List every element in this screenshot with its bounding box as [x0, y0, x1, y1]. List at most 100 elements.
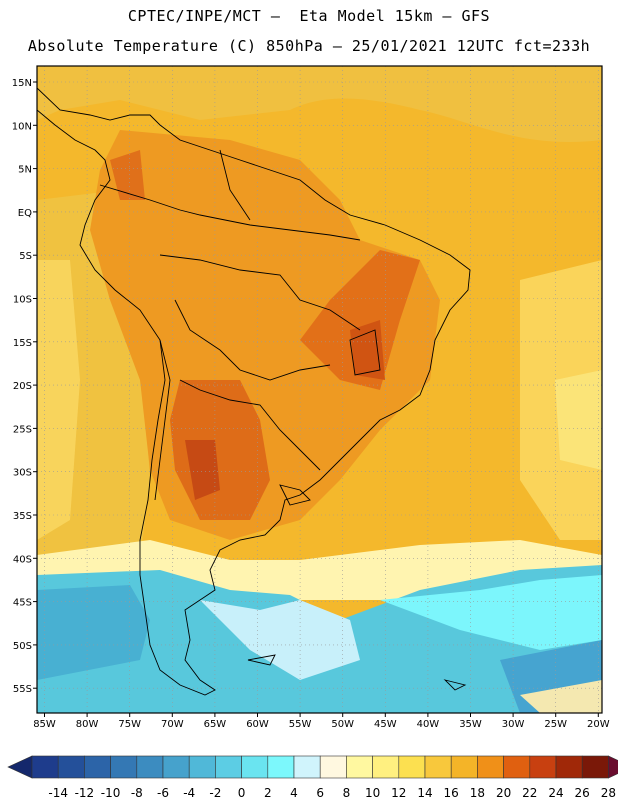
lon-label: 70W [161, 719, 184, 730]
lat-label: 50S [13, 641, 32, 652]
border-line-2 [159, 254, 361, 331]
colorbar-label: 16 [444, 786, 459, 800]
colorbar-low-arrow [7, 755, 33, 779]
field-pacific-light [37, 260, 80, 540]
border-line-1 [99, 184, 361, 241]
lat-label: 15N [12, 78, 32, 89]
lat-label: 35S [13, 511, 32, 522]
latitude-labels: 15N 10N 5N EQ 5S 10S 15S 20S 25S 30S 35S 40S 45S 50S 5… [12, 78, 37, 695]
colorbar-swatch [319, 755, 347, 779]
map-frame [36, 65, 603, 714]
colorbar-labels: -14 -12 -10 -8 -6 -4 -2 0 2 4 6 8 10 12 14 16 18 20 22 24 26… [48, 786, 616, 800]
colorbar-swatch [57, 755, 85, 779]
colorbar-label: -8 [131, 786, 143, 800]
field-atlantic-light [555, 370, 602, 470]
chart-title-line2: Absolute Temperature (C) 850hPa – 25/01/… [27, 37, 591, 55]
colorbar-swatch [424, 755, 452, 779]
colorbar-label: -14 [48, 786, 68, 800]
colorbar-label: 2 [264, 786, 272, 800]
field-patagonia-pale [200, 600, 360, 680]
border-line-5 [219, 149, 251, 221]
lon-label: 25W [544, 719, 567, 730]
border-line-3 [174, 299, 331, 381]
lat-label: 5S [19, 251, 32, 262]
lat-label: 20S [13, 381, 32, 392]
lon-label: 75W [118, 719, 141, 730]
falklands [247, 654, 276, 666]
lat-label: 30S [13, 468, 32, 479]
colorbar-label: 14 [417, 786, 432, 800]
lat-label: 10S [13, 295, 32, 306]
lat-label: 55S [13, 684, 32, 695]
south-georgia [443, 679, 467, 691]
coastline-borders [36, 87, 471, 696]
colorbar-label: -6 [157, 786, 169, 800]
colorbar-swatch [450, 755, 478, 779]
lat-label: 10N [12, 121, 32, 132]
colorbar-swatch [477, 755, 504, 779]
lat-label: 40S [13, 554, 32, 565]
border-line-4 [179, 379, 321, 471]
colorbar-swatch [31, 755, 59, 779]
field-north-ocean [37, 66, 602, 143]
colorbar-swatch [110, 755, 138, 779]
colorbar-label: -12 [75, 786, 95, 800]
lon-label: 60W [246, 719, 269, 730]
colorbar-label: 24 [548, 786, 563, 800]
lon-label: 85W [33, 719, 56, 730]
colorbar-label: 28 [601, 786, 616, 800]
lon-label: 45W [374, 719, 397, 730]
colorbar-label: 4 [290, 786, 298, 800]
colorbar-swatch [267, 755, 295, 779]
colorbar-swatch [555, 755, 583, 779]
colorbar-label: 20 [496, 786, 511, 800]
colorbar-swatch [215, 755, 242, 779]
colorbar-swatch [398, 755, 426, 779]
colorbar-swatch [529, 755, 557, 779]
colorbar-label: -4 [183, 786, 195, 800]
colorbar-swatch [293, 755, 321, 779]
colorbar-swatch [162, 755, 190, 779]
lon-label: 50W [331, 719, 354, 730]
lat-label: 15S [13, 338, 32, 349]
field-hot-argentina-core [185, 440, 220, 500]
lon-label: 65W [204, 719, 227, 730]
lon-label: 80W [76, 719, 99, 730]
chart-title-line1: CPTEC/INPE/MCT – Eta Model 15km – GFS [127, 7, 491, 25]
colorbar-swatch [346, 755, 373, 779]
colorbar-swatch [372, 755, 400, 779]
field-hot-brazil-core [350, 320, 385, 380]
field-hot-andes-north [110, 150, 145, 200]
colorbar-swatch [84, 755, 111, 779]
colorbar-label: 12 [391, 786, 406, 800]
state-outline [349, 329, 381, 376]
colorbar-label: 18 [470, 786, 485, 800]
colorbar-label: 26 [575, 786, 590, 800]
colorbar-label: -2 [209, 786, 221, 800]
colorbar-swatch [136, 755, 164, 779]
south-america-coast [36, 87, 471, 696]
border-andes [154, 339, 171, 501]
colorbar-swatch [241, 755, 269, 779]
lon-label: 20W [587, 719, 610, 730]
lon-label: 35W [459, 719, 482, 730]
lat-label: 5N [18, 165, 32, 176]
lon-label: 55W [289, 719, 312, 730]
colorbar-label: 8 [343, 786, 351, 800]
colorbar-label: -10 [101, 786, 121, 800]
temperature-field [37, 66, 602, 713]
colorbar-label: 0 [238, 786, 246, 800]
colorbar-high-arrow [608, 755, 618, 779]
field-southwest-blue [37, 585, 150, 680]
longitude-labels: 85W 80W 75W 70W 65W 60W 55W 50W 45W 40W 35W 30W 25W 2… [33, 713, 610, 730]
uruguay-outline [279, 484, 311, 506]
field-hot-brazil [300, 250, 420, 390]
colorbar-swatch [188, 755, 216, 779]
lon-label: 30W [502, 719, 525, 730]
colorbar-label: 6 [316, 786, 324, 800]
colorbar-label: 10 [365, 786, 380, 800]
field-south-atlantic-cyan [380, 575, 602, 650]
lat-label: 25S [13, 424, 32, 435]
lat-label: 45S [13, 598, 32, 609]
